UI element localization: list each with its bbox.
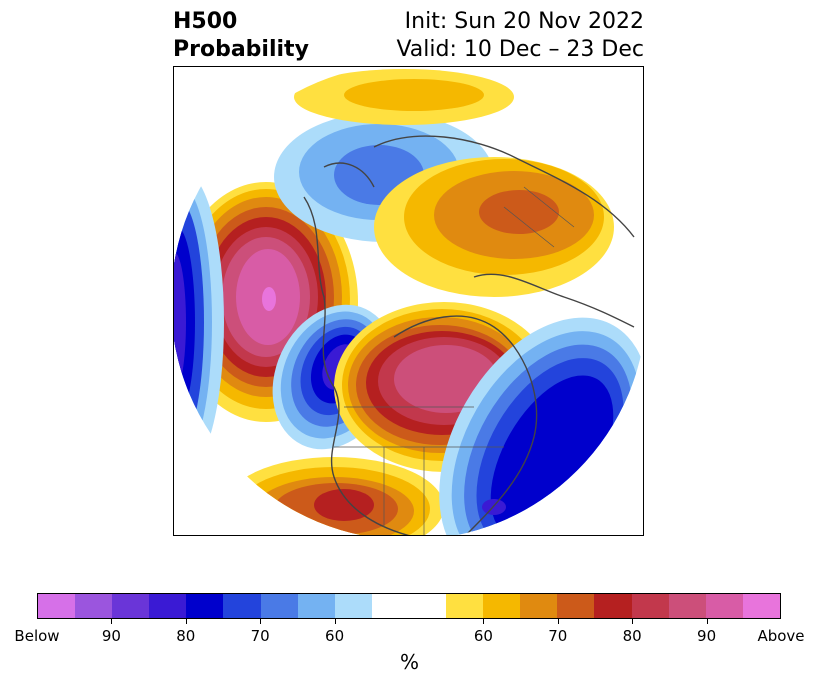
coastlines <box>303 135 635 535</box>
colorbar-tick-label: Below <box>14 627 60 645</box>
colorbar-tick-label: 70 <box>548 627 568 645</box>
title-variable: H500 <box>173 9 238 34</box>
colorbar-cell <box>297 594 335 618</box>
valid-period: Valid: 10 Dec – 23 Dec <box>396 37 644 62</box>
colorbar-cell <box>705 594 743 618</box>
colorbar-cell <box>112 594 150 618</box>
colorbar-cell <box>75 594 113 618</box>
colorbar-tick-label: 60 <box>325 627 345 645</box>
colorbar-cell <box>260 594 298 618</box>
map-svg <box>174 67 643 535</box>
colorbar-tick-mark <box>483 619 485 624</box>
colorbar-tick-mark <box>632 619 634 624</box>
map-title: H500 Probability <box>173 8 309 64</box>
colorbar-tick-mark <box>185 619 187 624</box>
colorbar-cell <box>186 594 224 618</box>
west-edge-below-anomaly <box>174 172 224 472</box>
colorbar-cell <box>483 594 521 618</box>
colorbar-tick-mark <box>706 619 708 624</box>
colorbar-cell <box>594 594 632 618</box>
colorbar-tick-label: 80 <box>622 627 642 645</box>
colorbar-cell <box>668 594 706 618</box>
colorbar-tick-label: 90 <box>697 627 717 645</box>
colorbar-cell <box>371 594 409 618</box>
init-date: Init: Sun 20 Nov 2022 <box>404 9 644 34</box>
colorbar-cell <box>742 594 780 618</box>
probability-colorbar <box>37 593 781 619</box>
eurasia-above-anomaly <box>294 69 614 297</box>
colorbar-cell <box>446 594 484 618</box>
colorbar-tick-label: 80 <box>176 627 196 645</box>
colorbar-cell <box>334 594 372 618</box>
borders <box>334 186 575 535</box>
colorbar-cell <box>149 594 187 618</box>
colorbar-tick-mark <box>260 619 262 624</box>
colorbar-tick-label: 60 <box>473 627 493 645</box>
colorbar-cell <box>520 594 558 618</box>
colorbar-tick-label: 90 <box>101 627 121 645</box>
colorbar-cell <box>38 594 76 618</box>
colorbar-tick-label: Above <box>757 627 805 645</box>
probability-map <box>173 66 644 536</box>
colorbar-tick-label: 70 <box>250 627 270 645</box>
colorbar-tick-mark <box>557 619 559 624</box>
colorbar-cell <box>557 594 595 618</box>
colorbar-unit-label: % <box>399 650 419 674</box>
colorbar-tick-mark <box>111 619 113 624</box>
colorbar-cell <box>223 594 261 618</box>
colorbar-tick-mark <box>334 619 336 624</box>
forecast-dates: Init: Sun 20 Nov 2022 Valid: 10 Dec – 23… <box>396 8 644 64</box>
title-product: Probability <box>173 37 309 62</box>
colorbar-cell <box>631 594 669 618</box>
colorbar-cell <box>408 594 447 618</box>
